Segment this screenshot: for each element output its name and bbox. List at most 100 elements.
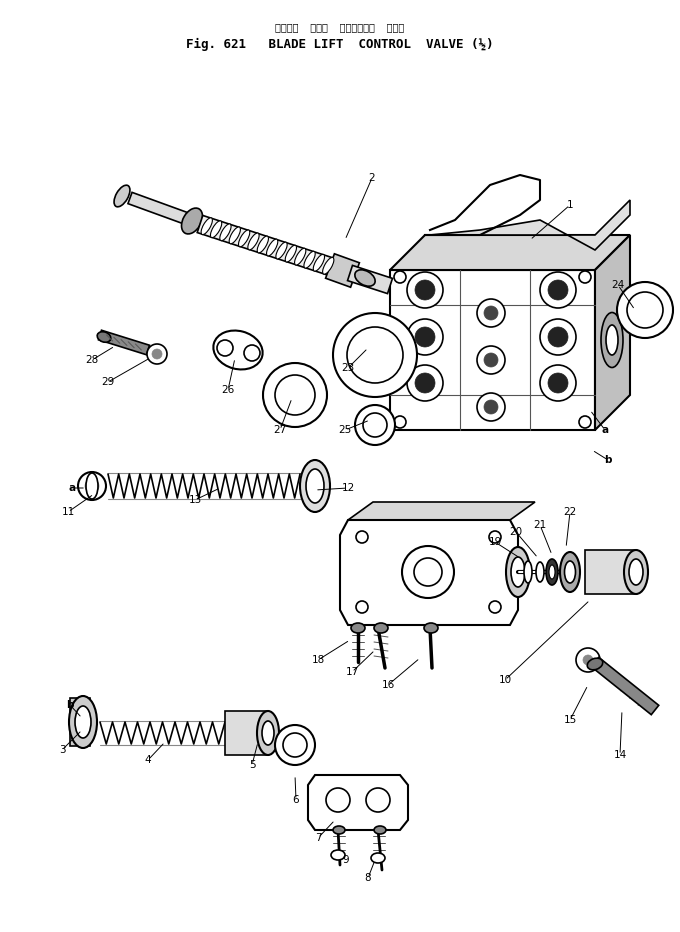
Circle shape bbox=[152, 349, 162, 359]
Polygon shape bbox=[308, 775, 408, 830]
Ellipse shape bbox=[588, 658, 602, 670]
Text: ブレード  リフト  コントロール  バルブ: ブレード リフト コントロール バルブ bbox=[275, 22, 405, 32]
Polygon shape bbox=[390, 235, 630, 270]
Text: 7: 7 bbox=[315, 833, 322, 843]
Polygon shape bbox=[128, 192, 187, 224]
Ellipse shape bbox=[313, 254, 324, 271]
Text: 21: 21 bbox=[533, 520, 547, 530]
Circle shape bbox=[394, 416, 406, 428]
Ellipse shape bbox=[229, 226, 241, 244]
Text: 20: 20 bbox=[509, 527, 522, 537]
Ellipse shape bbox=[114, 185, 130, 207]
Ellipse shape bbox=[322, 257, 334, 274]
Circle shape bbox=[540, 365, 576, 401]
Ellipse shape bbox=[294, 248, 306, 265]
Text: 24: 24 bbox=[611, 280, 625, 290]
Ellipse shape bbox=[506, 547, 530, 597]
Circle shape bbox=[489, 531, 501, 543]
Circle shape bbox=[402, 546, 454, 598]
Ellipse shape bbox=[211, 221, 222, 238]
Ellipse shape bbox=[560, 552, 580, 592]
Ellipse shape bbox=[220, 224, 231, 240]
Text: 27: 27 bbox=[273, 425, 287, 435]
Text: 15: 15 bbox=[563, 715, 577, 725]
Ellipse shape bbox=[86, 473, 98, 499]
Circle shape bbox=[576, 648, 600, 672]
Ellipse shape bbox=[374, 623, 388, 633]
Ellipse shape bbox=[285, 245, 296, 262]
Polygon shape bbox=[340, 520, 518, 625]
Circle shape bbox=[283, 733, 307, 757]
Ellipse shape bbox=[276, 242, 287, 259]
Text: 26: 26 bbox=[222, 385, 235, 395]
Polygon shape bbox=[347, 266, 392, 294]
Ellipse shape bbox=[257, 236, 269, 253]
Circle shape bbox=[477, 346, 505, 374]
Text: 18: 18 bbox=[311, 655, 324, 665]
Ellipse shape bbox=[75, 706, 91, 738]
Ellipse shape bbox=[304, 252, 316, 268]
Circle shape bbox=[415, 327, 435, 347]
Circle shape bbox=[415, 373, 435, 393]
Polygon shape bbox=[348, 502, 535, 520]
Ellipse shape bbox=[262, 721, 274, 745]
Ellipse shape bbox=[239, 230, 250, 247]
Text: 9: 9 bbox=[343, 855, 350, 865]
Circle shape bbox=[147, 344, 167, 364]
Text: b: b bbox=[66, 700, 73, 710]
Ellipse shape bbox=[201, 218, 212, 235]
Polygon shape bbox=[390, 270, 595, 430]
Circle shape bbox=[78, 472, 106, 500]
Text: Fig. 621   BLADE LIFT  CONTROL  VALVE (½): Fig. 621 BLADE LIFT CONTROL VALVE (½) bbox=[186, 38, 494, 51]
Ellipse shape bbox=[214, 331, 262, 369]
Circle shape bbox=[579, 271, 591, 283]
Text: b: b bbox=[605, 455, 612, 465]
Ellipse shape bbox=[606, 325, 618, 355]
Text: 17: 17 bbox=[345, 667, 358, 677]
Ellipse shape bbox=[536, 562, 544, 582]
Ellipse shape bbox=[333, 826, 345, 834]
Circle shape bbox=[484, 400, 498, 414]
Circle shape bbox=[347, 327, 403, 383]
Circle shape bbox=[540, 272, 576, 308]
Circle shape bbox=[579, 416, 591, 428]
Polygon shape bbox=[591, 657, 659, 715]
Circle shape bbox=[356, 531, 368, 543]
Ellipse shape bbox=[97, 332, 111, 342]
Text: 11: 11 bbox=[61, 507, 75, 517]
Ellipse shape bbox=[549, 565, 555, 579]
Text: 6: 6 bbox=[292, 795, 299, 805]
Polygon shape bbox=[99, 330, 150, 355]
Text: 2: 2 bbox=[369, 173, 375, 183]
Text: 28: 28 bbox=[86, 355, 99, 365]
Ellipse shape bbox=[371, 853, 385, 863]
Circle shape bbox=[489, 601, 501, 613]
Text: 22: 22 bbox=[563, 507, 577, 517]
Text: 13: 13 bbox=[188, 495, 202, 505]
Circle shape bbox=[415, 280, 435, 300]
Circle shape bbox=[484, 353, 498, 367]
Ellipse shape bbox=[601, 312, 623, 367]
Circle shape bbox=[484, 306, 498, 320]
Text: 8: 8 bbox=[364, 873, 371, 883]
Circle shape bbox=[366, 788, 390, 812]
Polygon shape bbox=[70, 698, 90, 746]
Text: 19: 19 bbox=[488, 537, 502, 547]
Ellipse shape bbox=[300, 460, 330, 512]
Text: 5: 5 bbox=[249, 760, 255, 770]
Text: a: a bbox=[601, 425, 609, 435]
Circle shape bbox=[363, 413, 387, 437]
Circle shape bbox=[356, 601, 368, 613]
Polygon shape bbox=[595, 235, 630, 430]
Polygon shape bbox=[326, 254, 360, 287]
Circle shape bbox=[263, 363, 327, 427]
Polygon shape bbox=[225, 711, 268, 755]
Ellipse shape bbox=[306, 469, 324, 503]
Ellipse shape bbox=[374, 826, 386, 834]
Ellipse shape bbox=[248, 233, 259, 250]
Text: 16: 16 bbox=[381, 680, 394, 690]
Circle shape bbox=[275, 375, 315, 415]
Circle shape bbox=[407, 365, 443, 401]
Text: 10: 10 bbox=[498, 675, 511, 685]
Ellipse shape bbox=[524, 561, 532, 583]
